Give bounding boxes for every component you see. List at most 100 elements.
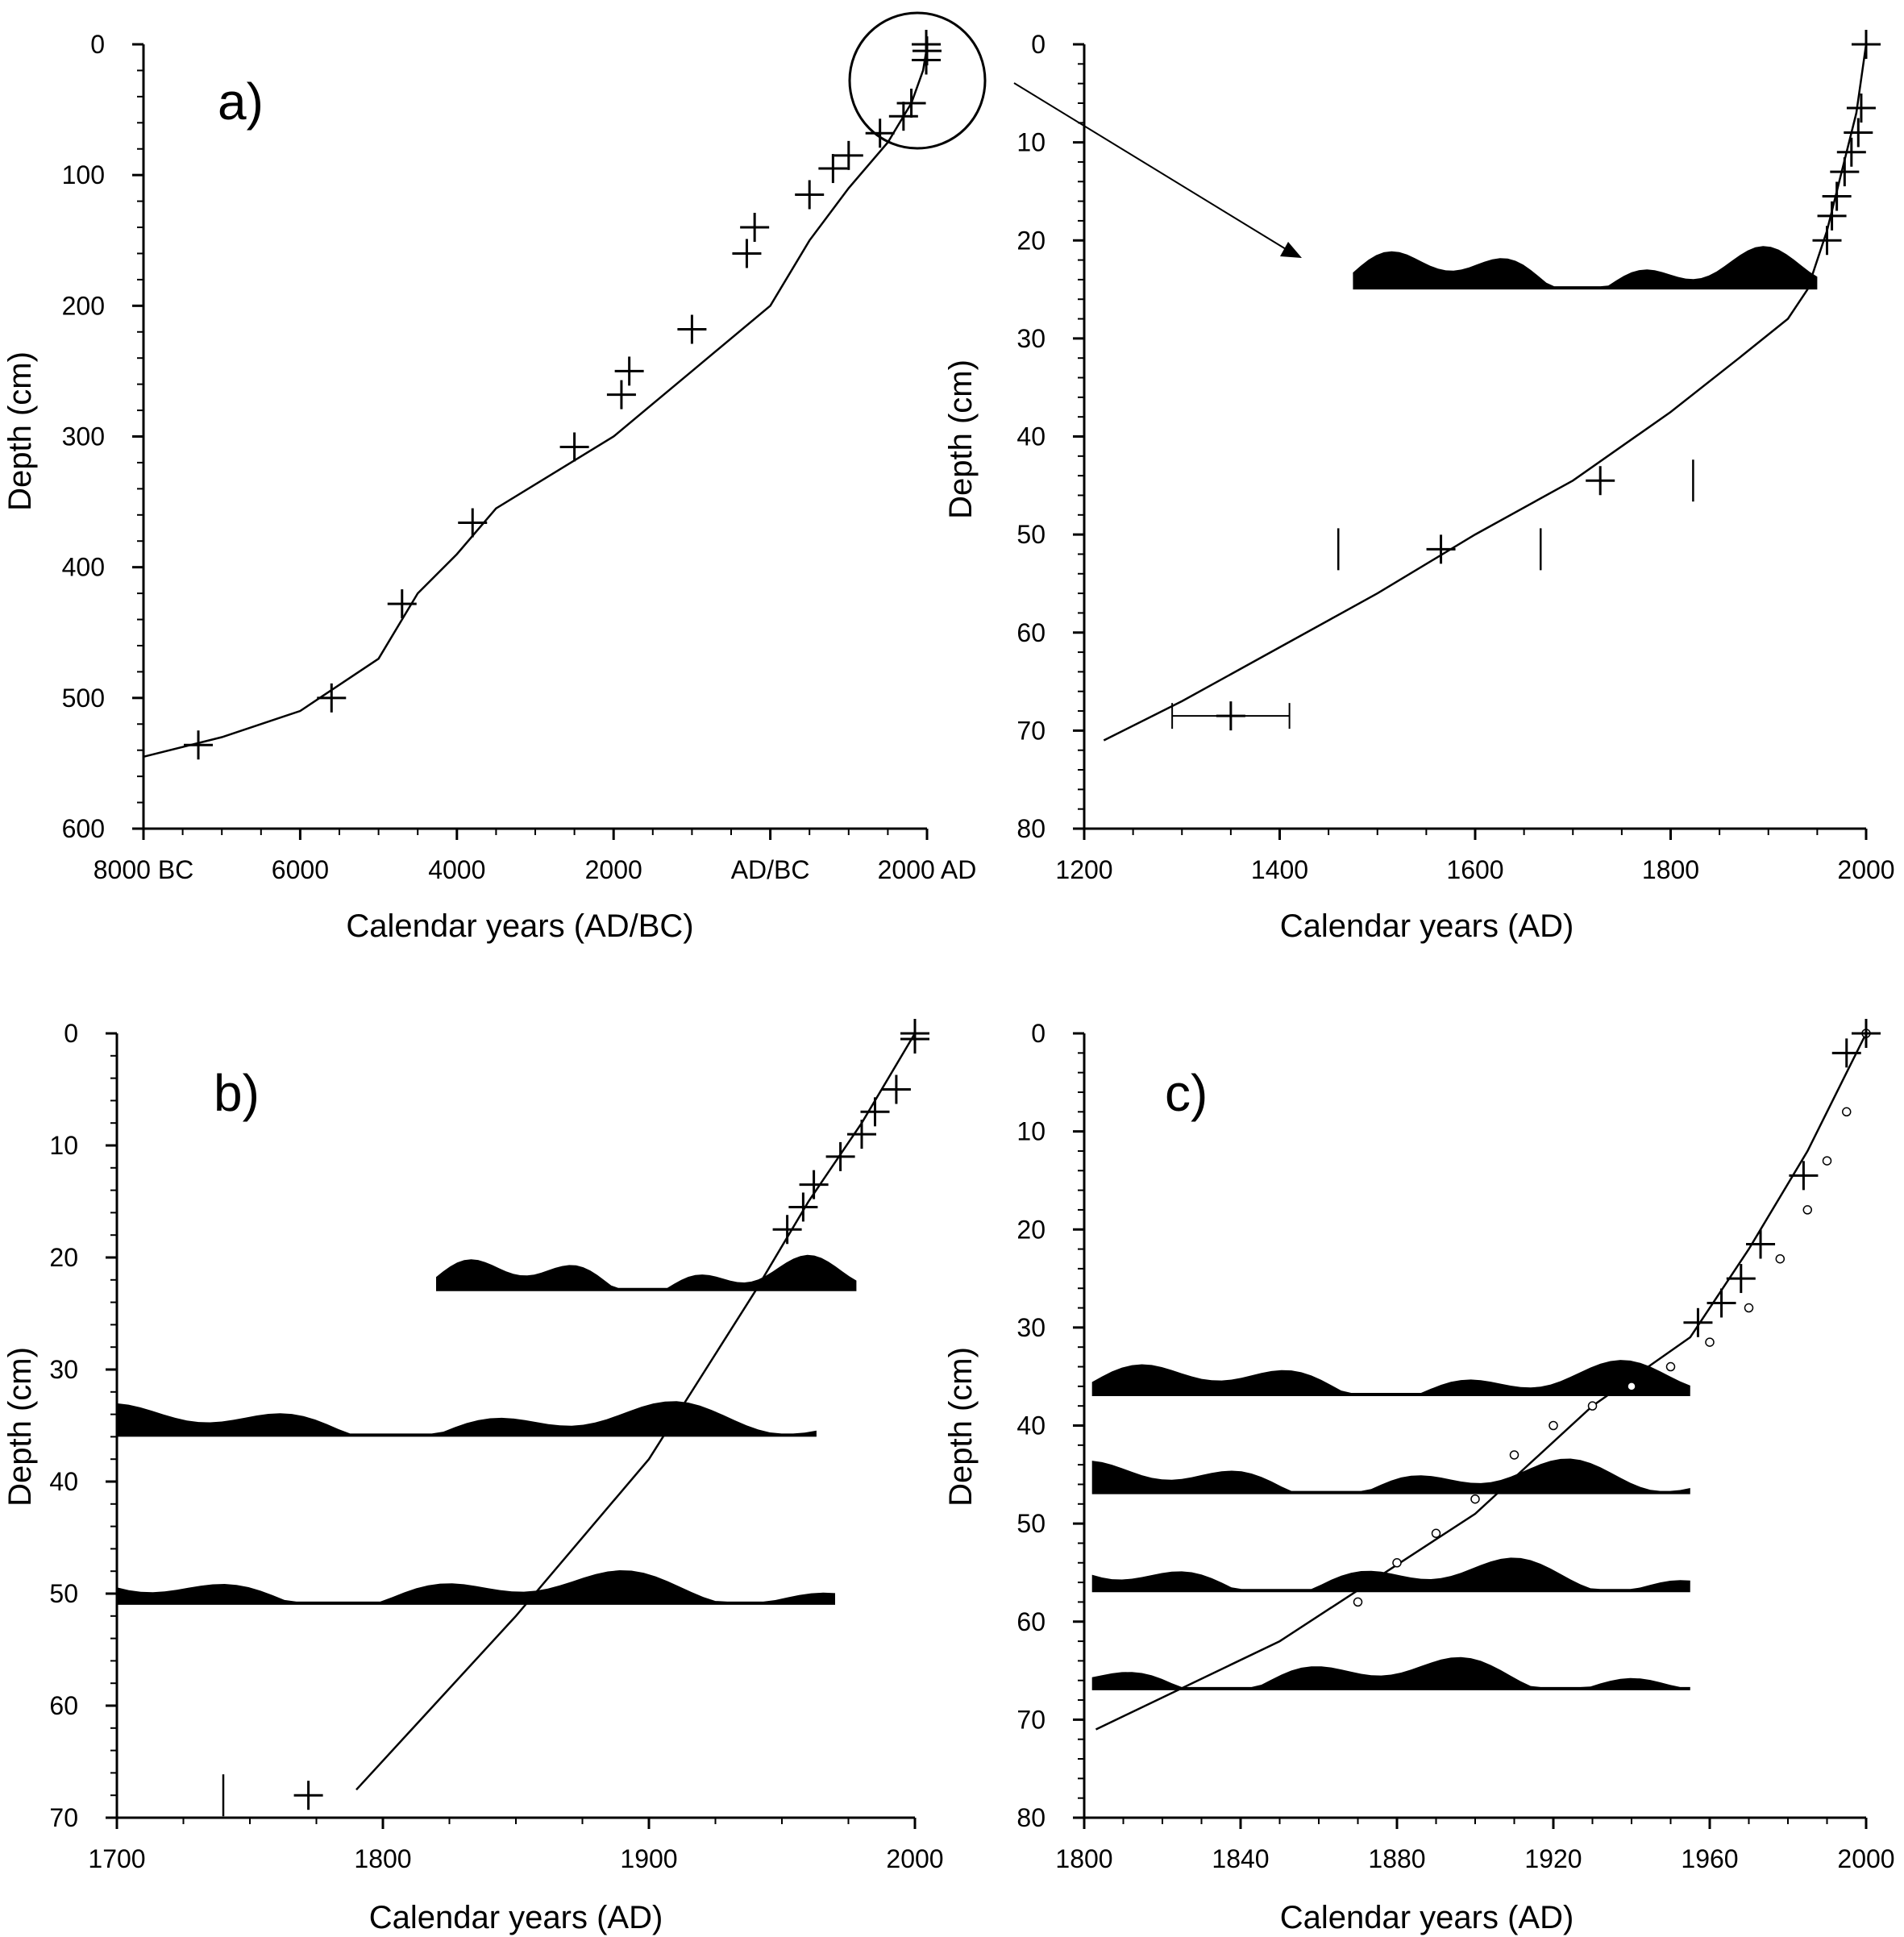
x-tick-label: 1400 (1251, 855, 1308, 884)
open-circle-point (1665, 1361, 1676, 1372)
age-depth-curve (1103, 44, 1868, 742)
open-circle-point (1509, 1450, 1519, 1460)
x-tick-label: 4000 (428, 855, 485, 884)
y-tick-label: 50 (49, 1579, 78, 1608)
open-circle-point (1775, 1253, 1786, 1264)
y-tick-label: 400 (62, 553, 105, 582)
x-tick-label: 2000 (585, 855, 642, 884)
histogram-3 (1091, 1656, 1690, 1690)
panel-b: b) Calendar years (AD) Depth (cm) 1700 18… (2, 1019, 944, 1935)
histogram-0 (1353, 246, 1818, 290)
panel-a: a) Calendar years (AD/BC) Depth (cm) 800… (2, 30, 976, 944)
x-tick-label: 1920 (1524, 1844, 1582, 1873)
panel-c-ylabel: Depth (cm) (943, 1347, 979, 1507)
y-tick-label: 20 (49, 1243, 78, 1272)
y-tick-label: 10 (1016, 128, 1046, 157)
y-tick-label: 20 (1016, 226, 1046, 255)
y-tick-label: 600 (62, 814, 105, 843)
y-tick-label: 30 (49, 1355, 78, 1384)
y-tick-label: 10 (49, 1131, 78, 1160)
y-tick-label: 50 (1016, 1509, 1046, 1538)
x-tick-label: 2000 (886, 1844, 943, 1873)
x-tick-label: AD/BC (731, 855, 810, 884)
x-tick-label: 1200 (1055, 855, 1112, 884)
y-tick-label: 60 (49, 1691, 78, 1720)
panel-a-xlabel: Calendar years (AD/BC) (346, 908, 693, 944)
open-circle-point (1392, 1558, 1402, 1568)
x-tick-label: 2000 (1837, 855, 1894, 884)
x-tick-label: 1840 (1212, 1844, 1269, 1873)
y-tick-label: 0 (90, 30, 105, 59)
x-tick-label: 1800 (1055, 1844, 1112, 1873)
y-tick-label: 0 (1031, 30, 1046, 59)
age-depth-curve (1095, 1033, 1868, 1731)
open-circle-point (1822, 1156, 1832, 1166)
x-tick-label: 2000 (1837, 1844, 1894, 1873)
x-tick-label: 1800 (354, 1844, 411, 1873)
histogram-0 (436, 1254, 857, 1291)
y-tick-label: 40 (1016, 1411, 1046, 1440)
y-tick-label: 70 (49, 1803, 78, 1832)
y-tick-label: 50 (1016, 520, 1046, 549)
y-tick-label: 10 (1016, 1117, 1046, 1146)
open-circle-point (1842, 1107, 1852, 1117)
y-tick-label: 60 (1016, 1607, 1046, 1636)
y-tick-label: 80 (1016, 1803, 1046, 1832)
open-circle-point (1470, 1494, 1480, 1504)
y-tick-label: 200 (62, 291, 105, 320)
y-tick-label: 100 (62, 160, 105, 189)
panel-c-label: c) (1165, 1064, 1208, 1122)
panel-b-label: b) (214, 1064, 260, 1122)
open-circle-point (1627, 1382, 1636, 1391)
panel-c: c) Calendar years (AD) Depth (cm) 1800 18… (943, 1019, 1895, 1935)
x-tick-label: 6000 (272, 855, 329, 884)
histogram-1 (1091, 1458, 1690, 1494)
y-tick-label: 0 (1031, 1019, 1046, 1048)
open-circle-point (1353, 1597, 1363, 1607)
y-tick-label: 70 (1016, 1705, 1046, 1734)
zoom-circle (848, 11, 987, 150)
panel-a-ylabel: Depth (cm) (2, 351, 38, 511)
open-circle-point (1744, 1303, 1754, 1313)
y-tick-label: 40 (1016, 422, 1046, 451)
open-circle-point (1587, 1401, 1598, 1411)
open-circle-point (1431, 1528, 1441, 1539)
zoom-connector (848, 11, 1302, 258)
y-tick-label: 0 (64, 1019, 78, 1048)
age-depth-curve (143, 46, 929, 759)
panel-a-label: a) (218, 73, 264, 131)
x-tick-label: 1900 (620, 1844, 677, 1873)
histogram-0 (1091, 1360, 1690, 1397)
y-tick-label: 40 (49, 1467, 78, 1496)
panel-a-zoom: Calendar years (AD) Depth (cm) 1200 1400 1… (943, 30, 1895, 944)
panel-c-xlabel: Calendar years (AD) (1280, 1900, 1574, 1935)
y-tick-label: 70 (1016, 716, 1046, 745)
y-tick-label: 80 (1016, 814, 1046, 843)
open-circle-point (1705, 1337, 1715, 1347)
zoom-arrow-line (1013, 82, 1291, 252)
y-tick-label: 60 (1016, 618, 1046, 647)
open-circle-point (1549, 1420, 1558, 1431)
panel-a-zoom-xlabel: Calendar years (AD) (1280, 908, 1574, 944)
x-tick-label: 8000 BC (94, 855, 194, 884)
x-tick-label: 1600 (1446, 855, 1503, 884)
y-tick-label: 30 (1016, 1313, 1046, 1342)
histogram-1 (117, 1401, 817, 1437)
y-tick-label: 30 (1016, 324, 1046, 353)
x-tick-label: 1700 (88, 1844, 145, 1873)
histogram-2 (117, 1570, 835, 1605)
open-circle-point (1802, 1205, 1812, 1215)
panel-b-ylabel: Depth (cm) (2, 1347, 38, 1507)
y-tick-label: 300 (62, 422, 105, 451)
x-tick-label: 1800 (1642, 855, 1699, 884)
x-tick-label: 1880 (1368, 1844, 1425, 1873)
histogram-2 (1091, 1557, 1690, 1593)
panel-a-zoom-ylabel: Depth (cm) (943, 360, 979, 519)
panel-b-xlabel: Calendar years (AD) (369, 1900, 663, 1935)
x-tick-label: 2000 AD (878, 855, 977, 884)
x-tick-label: 1960 (1681, 1844, 1738, 1873)
y-tick-label: 20 (1016, 1215, 1046, 1244)
zoom-arrow-head (1280, 242, 1302, 258)
y-tick-label: 500 (62, 684, 105, 713)
